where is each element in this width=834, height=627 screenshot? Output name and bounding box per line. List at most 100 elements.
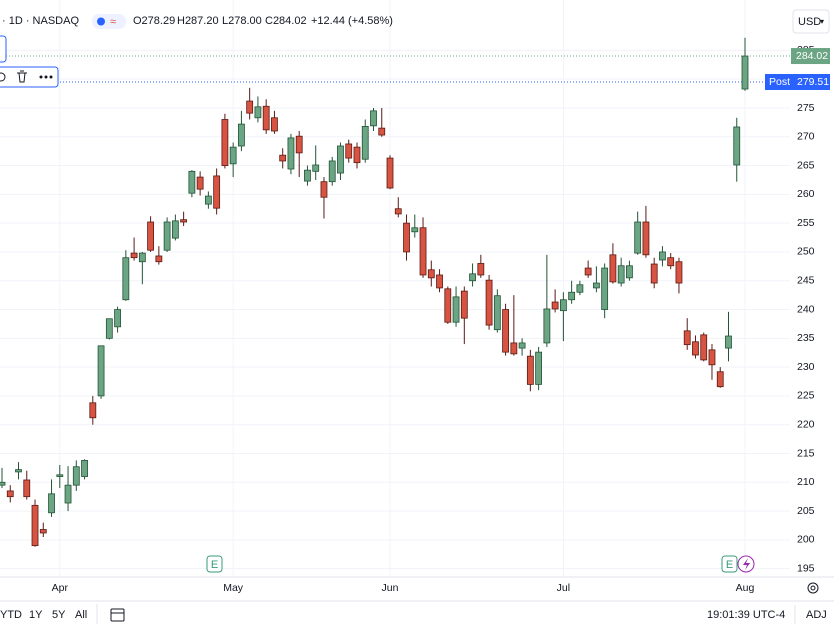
range-button[interactable]: All <box>75 609 87 621</box>
post-tag <box>765 74 795 91</box>
y-tick-label: 230 <box>797 361 815 373</box>
candle-body <box>229 146 237 165</box>
more-icon[interactable] <box>39 75 53 79</box>
candle-body <box>733 126 741 166</box>
candle-body <box>485 279 493 326</box>
candle-body <box>436 274 443 289</box>
range-button[interactable]: YTD <box>0 609 22 621</box>
adjust-button[interactable]: ADJ <box>806 609 827 621</box>
candle-body <box>460 290 468 319</box>
candle-body <box>147 221 155 251</box>
candle-body <box>593 282 600 289</box>
low: L278.00 <box>222 15 262 27</box>
candle-body <box>114 309 121 328</box>
moon-icon <box>97 17 105 26</box>
candle-body <box>320 181 328 198</box>
y-tick-label: 205 <box>797 505 815 517</box>
post-label: Post <box>769 76 790 88</box>
x-tick-label: Jun <box>382 582 399 594</box>
candle-body <box>667 257 675 267</box>
range-button[interactable]: 5Y <box>52 609 66 621</box>
symbol: · 1D · NASDAQ <box>2 15 79 27</box>
candle-body <box>394 208 402 215</box>
y-tick-label: 240 <box>797 303 815 315</box>
y-tick-label: 260 <box>797 188 815 200</box>
caret: ▾ <box>820 17 824 26</box>
candle-body <box>271 117 278 132</box>
indicator-box[interactable] <box>0 35 7 63</box>
x-tick-label: Jul <box>557 582 570 594</box>
candle-body <box>493 295 501 331</box>
candle-body <box>163 221 171 251</box>
candle-body <box>535 351 543 385</box>
candle-body <box>510 342 518 355</box>
candle-body <box>279 154 287 162</box>
candle-body <box>155 255 163 263</box>
candle-body <box>56 474 64 477</box>
last-price-tag <box>791 48 830 65</box>
candle-body <box>39 529 47 534</box>
candle-body <box>130 252 138 259</box>
candle-body <box>683 330 691 346</box>
candle-body <box>361 126 369 160</box>
open: O278.29 <box>133 15 175 27</box>
currency[interactable]: USD <box>798 16 821 28</box>
candle-body <box>295 135 303 154</box>
candle-body <box>353 146 361 164</box>
tool-box[interactable] <box>0 66 59 88</box>
header: · 1D · NASDAQ ≈ O278.29 H287.20 L278.00 … <box>0 9 830 88</box>
earnings-marker[interactable] <box>206 555 223 573</box>
candle-body <box>287 137 295 170</box>
y-tick-label: 235 <box>797 332 815 344</box>
settings-icon[interactable] <box>807 582 819 594</box>
y-tick-label: 195 <box>797 562 815 574</box>
candle-body <box>650 263 658 284</box>
earnings-label[interactable]: E <box>726 559 733 571</box>
eye-icon[interactable] <box>0 72 6 82</box>
candle-body <box>221 119 229 166</box>
candle-body <box>518 342 526 349</box>
clock: 19:01:39 UTC-4 <box>707 609 785 621</box>
y-tick-label: 270 <box>797 131 815 143</box>
candle-body <box>469 273 476 282</box>
range-button[interactable]: 1Y <box>29 609 43 621</box>
candle-body <box>411 227 419 233</box>
candle-body <box>345 143 353 159</box>
earnings-label[interactable]: E <box>211 559 218 571</box>
candle-body <box>337 145 344 174</box>
candle-body <box>526 355 534 385</box>
candle-body <box>213 175 221 209</box>
post-price-label: 279.51 <box>797 76 829 88</box>
candle-body <box>64 484 72 504</box>
candle-body <box>171 220 179 239</box>
candle-body <box>626 265 633 279</box>
settings-icon-core <box>810 585 816 591</box>
candle-body <box>576 284 584 293</box>
trash-icon[interactable] <box>17 70 27 83</box>
earnings-marker[interactable] <box>721 555 738 573</box>
wave-icon: ≈ <box>110 16 116 28</box>
y-tick-label: 255 <box>797 217 815 229</box>
candle-body <box>262 105 270 131</box>
change: +12.44 (+4.58%) <box>311 15 393 27</box>
candle-body <box>6 490 14 498</box>
y-tick-label: 225 <box>797 390 815 402</box>
candle-body <box>138 252 146 263</box>
candle-body <box>254 106 262 119</box>
candle-body <box>708 349 716 366</box>
y-tick-label: 265 <box>797 159 815 171</box>
candle-body <box>105 318 113 339</box>
candle-body <box>97 345 105 397</box>
candle-body <box>584 267 592 276</box>
candle-body <box>700 334 708 361</box>
candle-body <box>204 195 212 205</box>
x-tick-label: Aug <box>736 582 755 594</box>
calendar-icon[interactable] <box>110 608 125 622</box>
candle-body <box>304 169 311 182</box>
candle-body <box>452 296 460 323</box>
candle-body <box>370 110 377 127</box>
candle-body <box>427 269 435 279</box>
currency-button[interactable] <box>792 9 830 34</box>
